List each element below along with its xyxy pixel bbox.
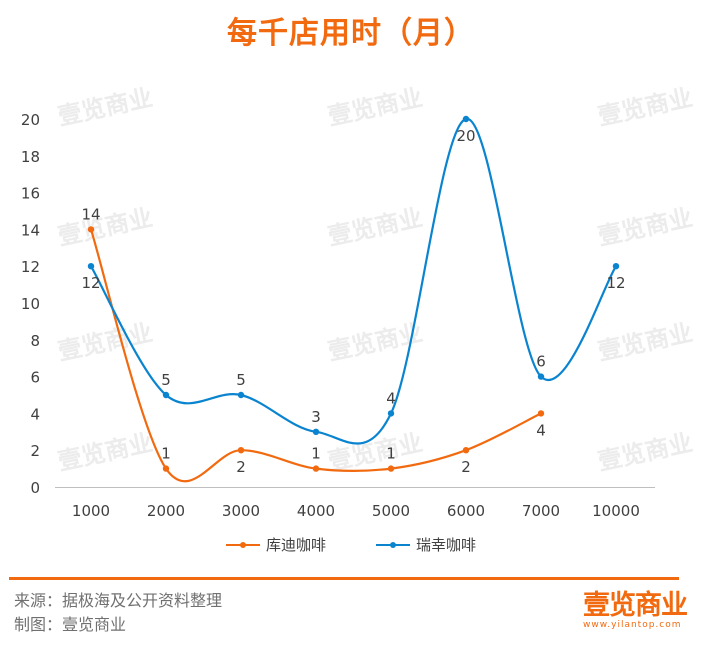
- chart-title: 每千店用时（月）: [227, 16, 475, 51]
- legend-label-kudi: 库迪咖啡: [265, 536, 326, 554]
- watermark: 壹览商业: [595, 84, 695, 131]
- data-point: [237, 447, 245, 454]
- data-point: [162, 465, 170, 472]
- data-label: 5: [236, 371, 246, 389]
- legend-label-luckin: 瑞幸咖啡: [416, 536, 477, 554]
- footer-divider: [9, 577, 679, 580]
- data-point: [387, 410, 395, 417]
- x-tick-label: 3000: [222, 502, 260, 520]
- data-label: 4: [386, 389, 396, 407]
- watermark: 壹览商业: [325, 84, 425, 131]
- data-point: [87, 226, 95, 233]
- data-label: 5: [161, 371, 171, 389]
- y-tick-label: 8: [30, 332, 40, 350]
- watermark: 壹览商业: [55, 84, 155, 131]
- data-point: [462, 115, 470, 123]
- data-label: 14: [81, 205, 100, 223]
- x-tick-label: 1000: [72, 502, 110, 520]
- source-note: 来源：据极海及公开资料整理: [14, 591, 223, 610]
- series-line-1: [90, 117, 617, 445]
- data-label: 6: [536, 353, 546, 371]
- data-point: [237, 391, 245, 399]
- watermark: 壹览商业: [55, 204, 155, 251]
- x-tick-label: 7000: [522, 502, 560, 520]
- data-label: 20: [456, 127, 475, 145]
- made-by-note: 制图：壹览商业: [14, 615, 127, 634]
- data-label: 2: [461, 458, 471, 476]
- data-point: [537, 410, 545, 417]
- legend-marker-kudi: [225, 541, 260, 548]
- data-point: [87, 263, 95, 270]
- series-line-0: [89, 229, 542, 483]
- data-label: 1: [386, 445, 396, 463]
- data-label: 1: [161, 445, 171, 463]
- legend-item-luckin: 瑞幸咖啡: [376, 534, 476, 555]
- watermark: 壹览商业: [55, 429, 155, 476]
- watermark: 壹览商业: [595, 429, 695, 476]
- data-point: [387, 465, 395, 472]
- data-point: [312, 465, 320, 472]
- legend-item-kudi: 库迪咖啡: [225, 534, 326, 555]
- data-label: 1: [311, 445, 321, 463]
- y-tick-label: 10: [21, 295, 40, 313]
- watermark: 壹览商业: [595, 204, 695, 251]
- data-label: 12: [81, 274, 100, 292]
- data-point: [162, 391, 170, 399]
- brand-url: www.yilantop.com: [583, 620, 682, 630]
- y-tick-label: 12: [21, 258, 40, 276]
- legend: 库迪咖啡 瑞幸咖啡: [0, 534, 702, 555]
- y-tick-label: 20: [21, 111, 40, 129]
- data-label: 12: [606, 274, 625, 292]
- x-tick-label: 5000: [372, 502, 410, 520]
- y-tick-label: 14: [21, 221, 40, 239]
- x-tick-label: 6000: [447, 502, 485, 520]
- data-point: [312, 428, 320, 435]
- y-tick-label: 2: [30, 442, 40, 460]
- watermark: 壹览商业: [325, 204, 425, 251]
- data-label: 4: [536, 421, 546, 439]
- y-tick-label: 4: [30, 405, 40, 423]
- watermark: 壹览商业: [595, 319, 695, 366]
- data-point: [462, 447, 470, 454]
- x-tick-label: 2000: [147, 502, 185, 520]
- data-point: [612, 263, 620, 270]
- data-point: [537, 373, 545, 380]
- legend-marker-luckin: [376, 541, 410, 548]
- data-label: 2: [236, 458, 246, 476]
- y-tick-label: 0: [30, 479, 40, 497]
- data-label: 3: [311, 408, 321, 426]
- x-tick-label: 10000: [592, 502, 640, 520]
- y-tick-label: 16: [21, 185, 40, 203]
- x-tick-label: 4000: [297, 502, 335, 520]
- y-tick-label: 6: [30, 369, 40, 387]
- brand-logo: 壹览商业: [583, 590, 688, 621]
- y-tick-label: 18: [21, 148, 40, 166]
